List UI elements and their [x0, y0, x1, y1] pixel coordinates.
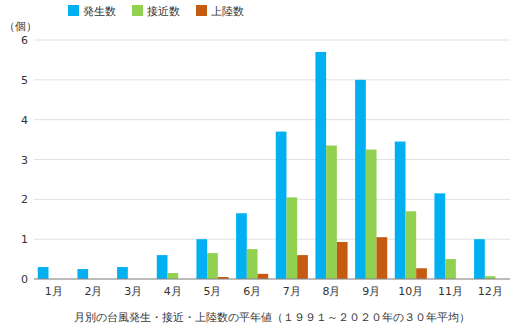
x-tick-label: 5月	[204, 285, 222, 298]
x-tick-label: 12月	[478, 285, 503, 298]
legend-swatch	[132, 5, 143, 16]
bar	[445, 259, 456, 279]
bar	[157, 255, 168, 279]
bar	[474, 239, 485, 279]
bar	[434, 193, 445, 279]
legend-swatch	[68, 5, 79, 16]
grid-line	[34, 79, 510, 80]
x-tick-label: 8月	[323, 285, 341, 298]
legend: 発生数 接近数 上陸数	[68, 5, 244, 18]
bar	[416, 268, 427, 279]
bar	[326, 146, 337, 279]
y-tick-label: 0	[21, 273, 28, 286]
bar	[286, 197, 297, 279]
y-tick-label: 4	[21, 114, 28, 127]
legend-label: 上陸数	[211, 5, 244, 18]
bar	[258, 274, 269, 279]
grid	[34, 40, 510, 279]
x-tick-label: 3月	[124, 285, 142, 298]
bar	[366, 150, 377, 279]
bar	[395, 142, 406, 279]
bar	[315, 52, 326, 279]
y-tick-label: 3	[21, 154, 28, 167]
x-tick-label: 7月	[283, 285, 301, 298]
bar	[337, 242, 348, 279]
x-axis-label: 月別の台風発生・接近・上陸数の平年値（１９９１～２０２０年の３０年平均）	[74, 311, 470, 324]
bar	[377, 237, 388, 279]
bar-series	[167, 146, 495, 279]
x-tick-label: 1月	[45, 285, 63, 298]
grid-line	[34, 119, 510, 120]
bar	[117, 267, 128, 279]
y-tick-label: 2	[21, 193, 28, 206]
y-tick-label: 5	[21, 74, 28, 87]
x-tick-label: 4月	[164, 285, 182, 298]
x-axis-line	[34, 279, 510, 280]
chart-container: 0 1 2 3 4 5 6 1月 2月 3月 4月 5月 6月 7月 8月 9月 10月 11月 12月月別の台風発…	[0, 0, 522, 331]
grid-line	[34, 159, 510, 160]
x-tick-label: 10月	[398, 285, 423, 298]
x-tick-label: 11月	[438, 285, 463, 298]
chart-svg: 0 1 2 3 4 5 6 1月 2月 3月 4月 5月 6月 7月 8月 9月 10月 11月 12月月別の台風発…	[0, 0, 522, 331]
bar-series	[218, 237, 427, 279]
bar	[196, 239, 207, 279]
bar	[167, 273, 178, 279]
bar	[247, 249, 258, 279]
bar	[77, 269, 88, 279]
bar	[276, 132, 287, 279]
legend-label: 発生数	[83, 5, 116, 18]
y-tick-label: 1	[21, 233, 28, 246]
bar	[355, 80, 366, 279]
legend-swatch	[196, 5, 207, 16]
bar	[38, 267, 49, 279]
bar	[236, 213, 247, 279]
grid-line	[34, 279, 510, 280]
x-tick-label: 9月	[362, 285, 380, 298]
grid-line	[34, 40, 510, 41]
legend-label: 接近数	[147, 5, 180, 18]
bar	[405, 211, 416, 279]
y-tick-label: 6	[21, 34, 28, 47]
bar-series	[38, 52, 485, 279]
bar	[297, 255, 308, 279]
x-tick-label: 6月	[243, 285, 261, 298]
bars	[38, 52, 496, 279]
x-tick-label: 2月	[85, 285, 103, 298]
y-axis-label: （個）	[4, 20, 37, 33]
bar	[207, 253, 218, 279]
